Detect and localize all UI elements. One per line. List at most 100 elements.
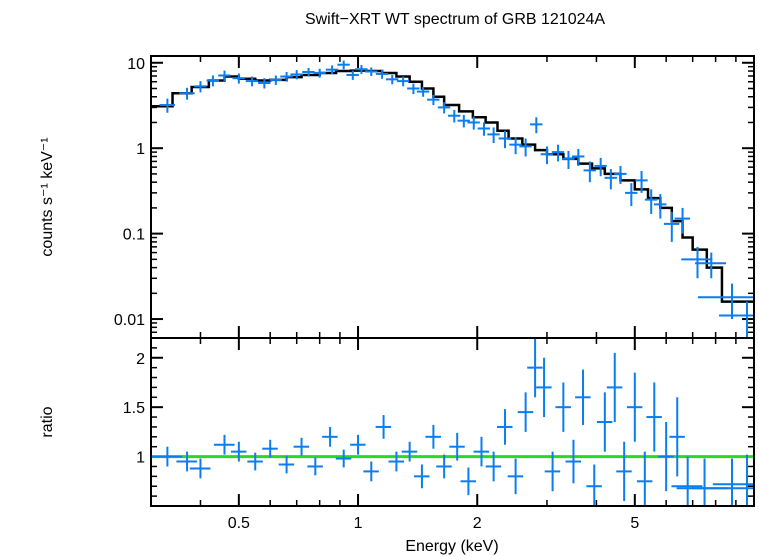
ratio-data-point bbox=[536, 357, 552, 418]
x-tick-label: 1 bbox=[354, 515, 363, 532]
spectrum-data-point bbox=[487, 127, 500, 144]
x-tick-label: 2 bbox=[473, 515, 482, 532]
spectrum-data-point bbox=[232, 73, 245, 84]
spectrum-data-point bbox=[594, 157, 607, 177]
spectrum-data-point bbox=[375, 69, 389, 79]
ratio-data-point bbox=[676, 458, 729, 506]
ratio-data-point bbox=[658, 422, 674, 492]
ratio-data-point bbox=[586, 464, 602, 506]
chart-title: Swift−XRT WT spectrum of GRB 121024A bbox=[305, 11, 605, 28]
spectrum-data-point bbox=[325, 65, 339, 75]
spectrum-data-point bbox=[302, 67, 315, 77]
spectrum-data-point bbox=[280, 71, 293, 82]
spectrum-data-point bbox=[218, 70, 231, 82]
x-axis-label: Energy (keV) bbox=[405, 538, 498, 555]
ratio-data-points bbox=[151, 338, 754, 506]
spectrum-data-point bbox=[697, 283, 754, 320]
spectrum-data-point bbox=[663, 211, 680, 242]
spectrum-data-point bbox=[477, 122, 491, 136]
ratio-data-point bbox=[691, 458, 754, 506]
spectrum-data-point bbox=[396, 76, 410, 87]
ratio-data-point bbox=[497, 409, 513, 445]
ratio-data-point bbox=[485, 451, 502, 482]
y-tick-label: 1 bbox=[136, 450, 145, 467]
spectrum-data-point bbox=[719, 301, 754, 338]
ratio-data-point bbox=[247, 452, 263, 471]
ratio-data-point bbox=[414, 464, 430, 489]
spectrum-data-point bbox=[614, 165, 627, 185]
spectrum-data-point bbox=[457, 114, 470, 128]
ratio-data-point bbox=[606, 352, 623, 422]
ratio-data-point bbox=[363, 461, 379, 482]
ratio-data-point bbox=[335, 449, 352, 468]
spectrum-data-point bbox=[206, 75, 219, 87]
ratio-data-point bbox=[307, 457, 323, 476]
spectrum-y-axis-label: counts s⁻¹ keV⁻¹ bbox=[39, 137, 56, 256]
ratio-data-point bbox=[555, 382, 571, 432]
spectrum-data-point bbox=[674, 207, 691, 234]
y-tick-label: 1.5 bbox=[123, 400, 145, 417]
ratio-data-point bbox=[473, 436, 490, 467]
spectrum-data-point bbox=[583, 161, 596, 183]
ratio-data-point bbox=[517, 392, 534, 432]
spectrum-data-point bbox=[258, 78, 271, 89]
ratio-data-point bbox=[565, 439, 582, 484]
spectrum-data-points bbox=[159, 60, 754, 338]
ratio-data-point bbox=[350, 434, 366, 455]
ratio-data-point bbox=[712, 454, 754, 506]
y-tick-label: 1 bbox=[136, 141, 145, 158]
spectrum-data-point bbox=[654, 194, 667, 219]
spectrum-data-point bbox=[509, 137, 522, 155]
spectrum-data-point bbox=[604, 169, 617, 190]
spectrum-data-point bbox=[498, 130, 512, 149]
ratio-data-point bbox=[262, 439, 278, 458]
y-tick-label: 0.01 bbox=[114, 312, 145, 329]
spectrum-data-point bbox=[355, 65, 368, 74]
x-tick-label: 5 bbox=[630, 515, 639, 532]
spectrum-panel: 10 1 0.1 0.01 counts s⁻¹ keV⁻¹ bbox=[39, 55, 755, 339]
spectrum-data-point bbox=[269, 75, 282, 85]
ratio-data-point bbox=[669, 397, 685, 477]
ratio-data-point bbox=[507, 458, 524, 495]
spectrum-data-point bbox=[447, 109, 461, 123]
x-axis-ticks: 0.5 1 2 5 bbox=[150, 56, 737, 532]
ratio-data-point bbox=[322, 426, 338, 447]
model-step-line bbox=[151, 69, 754, 303]
ratio-data-point bbox=[151, 446, 183, 467]
ratio-data-point bbox=[575, 369, 591, 425]
ratio-data-point bbox=[176, 451, 198, 472]
model-curve bbox=[151, 69, 754, 303]
ratio-frame bbox=[150, 337, 755, 507]
ratio-panel: 21.51 ratio bbox=[39, 337, 755, 507]
spectrum-data-point bbox=[346, 70, 359, 80]
ratio-data-point bbox=[278, 455, 295, 474]
ratio-data-point bbox=[449, 432, 465, 461]
spectrum-data-point bbox=[427, 94, 440, 106]
ratio-data-point bbox=[375, 415, 392, 439]
spectrum-data-point bbox=[245, 76, 259, 87]
spectrum-data-point bbox=[364, 67, 378, 76]
ratio-data-point bbox=[544, 451, 561, 492]
spectrum-data-point bbox=[572, 148, 585, 166]
ratio-data-point bbox=[671, 456, 703, 506]
ratio-data-point bbox=[213, 434, 235, 455]
spectrum-data-point bbox=[437, 102, 451, 114]
ratio-data-point bbox=[425, 424, 441, 449]
ratio-data-point bbox=[626, 372, 643, 442]
spectrum-data-point bbox=[540, 146, 554, 165]
y-tick-label: 10 bbox=[127, 56, 145, 73]
ratio-data-point bbox=[646, 382, 662, 452]
ratio-data-point bbox=[636, 451, 653, 506]
spectrum-ticks: 10 1 0.1 0.01 bbox=[114, 56, 754, 339]
spectrum-data-point bbox=[635, 171, 648, 193]
ratio-data-point bbox=[460, 467, 476, 496]
spectrum-data-point bbox=[625, 183, 638, 207]
spectrum-data-point bbox=[519, 138, 532, 157]
ratio-data-point bbox=[596, 392, 613, 452]
spectrum-data-point bbox=[407, 83, 420, 95]
y-tick-label: 2 bbox=[136, 351, 145, 368]
x-tick-label: 0.5 bbox=[228, 515, 250, 532]
spectrum-data-point bbox=[416, 87, 430, 97]
spectrum-data-point bbox=[562, 150, 575, 170]
spectrum-frame bbox=[150, 55, 755, 339]
